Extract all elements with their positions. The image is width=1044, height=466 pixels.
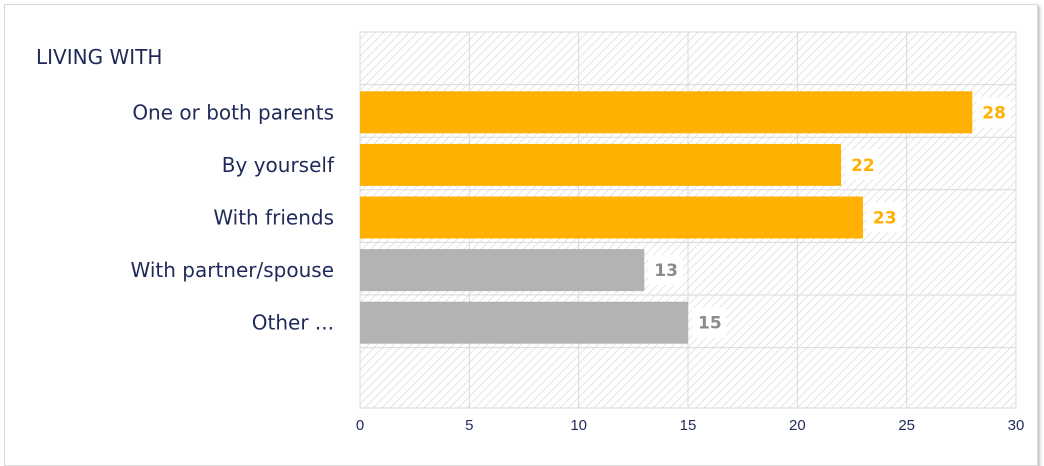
x-tick-label: 15 [680, 417, 697, 434]
bar [360, 143, 842, 186]
x-tick-label: 0 [356, 417, 364, 434]
category-label: One or both parents [132, 100, 334, 124]
category-label: With friends [213, 206, 334, 230]
x-tick-label: 30 [1008, 417, 1025, 434]
value-label: 13 [654, 261, 678, 281]
category-labels: One or both parents By yourself With frien… [131, 100, 335, 334]
value-label-bg [976, 97, 1011, 128]
value-label-bg [866, 202, 901, 233]
bar [360, 196, 863, 239]
chart-heading: LIVING WITH [36, 45, 162, 69]
value-label: 23 [873, 209, 897, 229]
value-label-bg [648, 255, 683, 286]
bar-chart: LIVING WITH One or both parents By yourse… [36, 31, 1025, 434]
value-labels: 28 22 23 13 15 [648, 97, 1011, 338]
bar [360, 249, 645, 292]
x-tick-label: 25 [898, 417, 915, 434]
x-tick-label: 20 [789, 417, 806, 434]
bar [360, 301, 688, 344]
x-tick-label: 10 [570, 417, 587, 434]
value-label-bg [845, 149, 880, 180]
value-label: 15 [698, 314, 722, 334]
value-label-bg [692, 307, 726, 338]
value-label: 28 [982, 103, 1006, 123]
x-tick-label: 5 [465, 417, 473, 434]
value-label: 22 [851, 156, 875, 176]
x-axis-tick-labels: 0 5 10 15 20 25 30 [356, 417, 1025, 434]
category-label: Other ... [252, 311, 334, 335]
category-label: With partner/spouse [131, 258, 334, 282]
bar [360, 91, 973, 134]
category-label: By yourself [222, 153, 335, 177]
bars [360, 91, 973, 344]
